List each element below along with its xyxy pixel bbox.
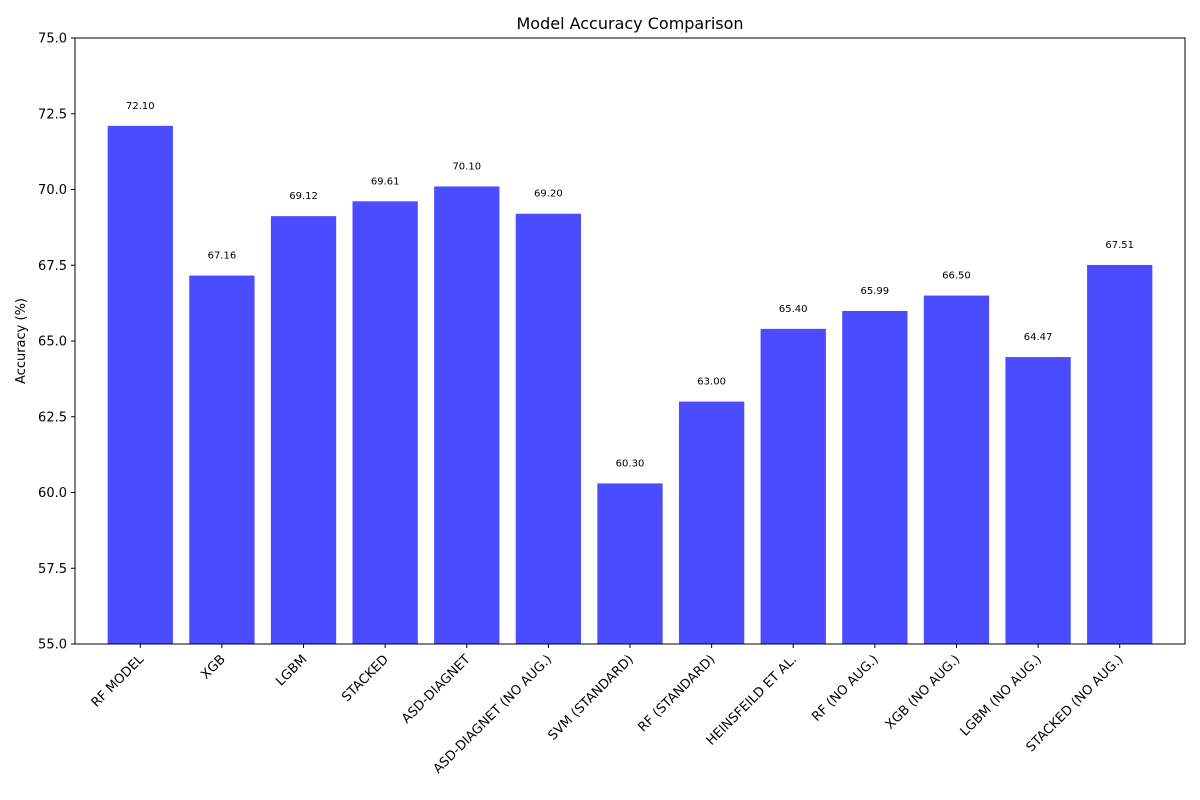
data-label: 72.10 [126, 101, 155, 112]
plot-frame [74, 37, 1186, 645]
chart-title: Model Accuracy Comparison [516, 14, 743, 33]
data-label: 69.20 [534, 189, 563, 200]
data-label: 69.61 [371, 176, 400, 187]
y-tick-label: 65.0 [38, 335, 67, 350]
bar [434, 186, 500, 644]
bar [189, 275, 255, 644]
data-label: 64.47 [1024, 332, 1053, 343]
bar [107, 125, 173, 645]
data-label: 70.10 [452, 161, 481, 172]
data-label: 66.50 [942, 271, 971, 282]
y-tick-label: 60.0 [38, 486, 67, 501]
y-axis-label: Accuracy (%) [14, 298, 29, 384]
bar [760, 328, 826, 644]
y-tick-label: 67.5 [38, 259, 67, 274]
data-label: 60.30 [616, 458, 645, 469]
bar [352, 201, 418, 644]
y-tick-label: 75.0 [38, 32, 67, 47]
bar [270, 216, 337, 644]
data-label: 67.51 [1105, 240, 1134, 251]
bar [1005, 357, 1071, 644]
data-label: 65.99 [861, 286, 890, 297]
data-label: 63.00 [697, 377, 726, 388]
bar [678, 401, 745, 644]
bar [842, 311, 908, 644]
bar [515, 213, 582, 645]
bar [597, 483, 663, 644]
y-tick-label: 62.5 [38, 410, 67, 425]
bar [923, 295, 990, 644]
data-label: 65.40 [779, 304, 808, 315]
y-tick-label: 72.5 [38, 107, 67, 122]
data-label: 67.16 [208, 251, 237, 262]
y-tick-label: 57.5 [38, 562, 67, 577]
y-tick-label: 55.0 [38, 638, 67, 653]
y-tick-label: 70.0 [38, 183, 67, 198]
bar [1087, 264, 1153, 644]
data-label: 69.12 [289, 191, 318, 202]
bars-group [107, 125, 1153, 645]
data-labels-group: 72.10 67.16 69.12 69.61 70.10 69.20 60.30 63.00… [126, 101, 1134, 470]
y-axis-ticks: 55.0 57.5 60.0 62.5 65.0 67.5 70.0 72.5 75.0 [38, 32, 75, 653]
